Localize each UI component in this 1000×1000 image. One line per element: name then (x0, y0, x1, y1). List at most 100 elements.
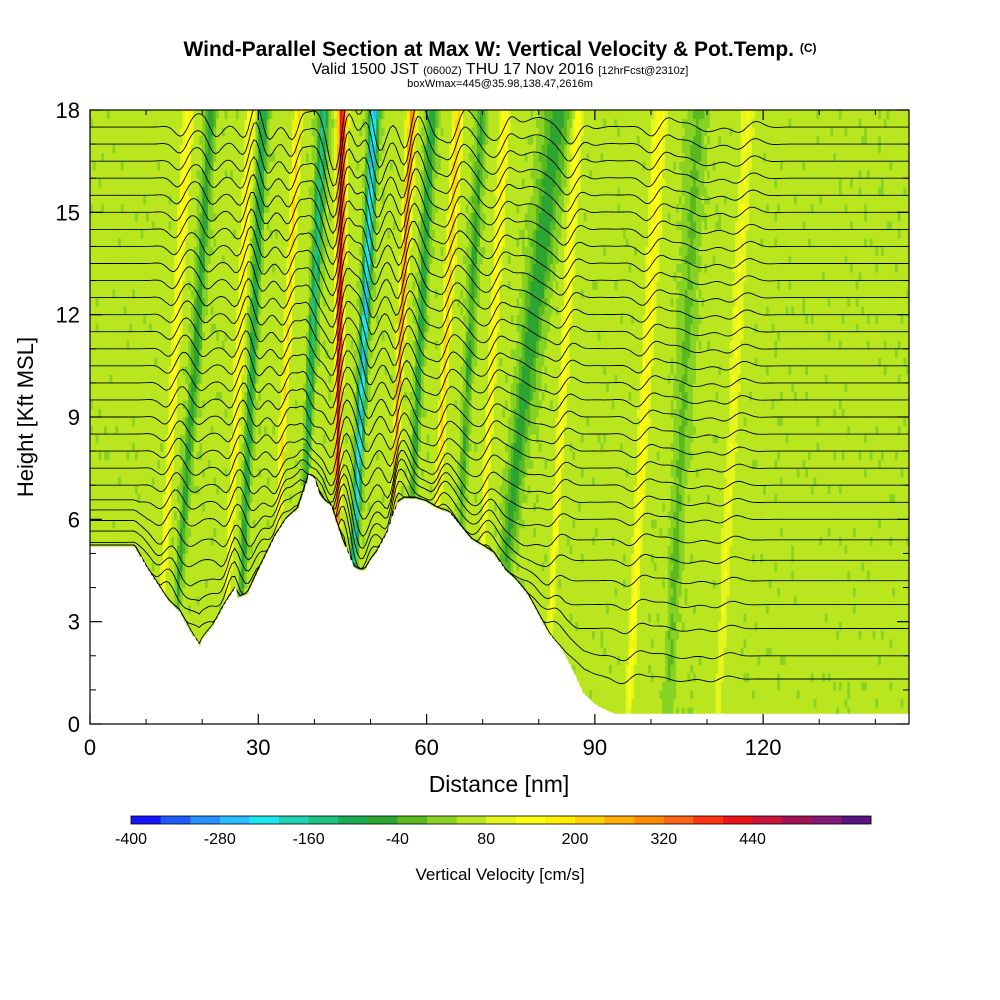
velocity-cell (749, 399, 753, 724)
velocity-cell (502, 110, 506, 120)
velocity-cell (533, 263, 537, 358)
velocity-cell (648, 110, 652, 188)
colorbar-swatch (397, 816, 428, 824)
velocity-cell (342, 152, 346, 196)
velocity-cell (182, 434, 186, 461)
velocity-cell (252, 110, 257, 120)
velocity-cell (373, 195, 377, 205)
velocity-cell (552, 186, 557, 230)
colorbar-swatch (782, 816, 813, 824)
velocity-cell (482, 246, 487, 256)
velocity-cell (690, 672, 694, 691)
velocity-cell (735, 434, 739, 444)
velocity-cell (370, 348, 374, 358)
velocity-cell (555, 289, 559, 307)
velocity-cell (566, 331, 571, 384)
velocity-cell (695, 476, 700, 724)
velocity-cell (294, 459, 299, 469)
colorbar-swatch (131, 816, 161, 824)
velocity-cell (286, 272, 290, 290)
velocity-cell (188, 203, 192, 282)
velocity-cell (510, 348, 515, 358)
velocity-cell (656, 135, 660, 145)
velocity-cell (179, 570, 184, 580)
velocity-cell (418, 280, 422, 316)
velocity-cell (224, 331, 229, 341)
velocity-cell (359, 493, 363, 512)
velocity-cell (704, 263, 708, 273)
velocity-cell (474, 493, 478, 503)
colorbar-frame (130, 815, 872, 825)
velocity-cell (460, 110, 464, 128)
velocity-cell (353, 536, 358, 563)
velocity-cell (179, 135, 184, 145)
velocity-cell (468, 263, 473, 324)
velocity-cell (258, 399, 262, 427)
velocity-cell (566, 118, 571, 145)
velocity-cell (460, 306, 464, 316)
velocity-cell (827, 681, 832, 724)
colorbar-tick-label: 80 (477, 831, 495, 848)
velocity-cell (650, 647, 655, 674)
velocity-cell (768, 579, 773, 589)
velocity-cell (679, 621, 683, 724)
velocity-cell (443, 297, 447, 324)
velocity-cell (477, 169, 481, 205)
velocity-cell (653, 527, 658, 563)
velocity-cell (392, 220, 397, 230)
velocity-cell (527, 306, 531, 401)
velocity-cell (235, 468, 240, 589)
velocity-cell (134, 451, 139, 461)
velocity-cell (190, 289, 195, 299)
velocity-cell (690, 161, 694, 171)
velocity-cell (642, 476, 646, 512)
velocity-cell (202, 510, 206, 724)
velocity-cell (662, 186, 666, 503)
velocity-cell (894, 357, 899, 452)
velocity-cell (740, 220, 745, 239)
velocity-cell (572, 237, 576, 282)
velocity-cell (406, 280, 411, 290)
velocity-cell (580, 297, 585, 435)
velocity-cell (95, 110, 100, 299)
velocity-cell (836, 638, 840, 708)
velocity-cell (650, 110, 655, 120)
velocity-cell (614, 289, 618, 375)
velocity-cell (805, 476, 809, 724)
velocity-cell (286, 110, 290, 248)
velocity-cell (289, 254, 293, 265)
velocity-cell (631, 698, 635, 724)
velocity-cell (336, 110, 341, 145)
velocity-cell (336, 502, 341, 520)
velocity-cell (594, 536, 599, 724)
velocity-cell (98, 178, 102, 188)
velocity-cell (749, 391, 753, 401)
colorbar-swatch (634, 816, 665, 824)
velocity-cell (771, 323, 775, 333)
velocity-cell (650, 272, 655, 282)
velocity-cell (838, 399, 843, 410)
velocity-cell (463, 340, 467, 401)
velocity-cell (611, 408, 616, 537)
velocity-cell (524, 289, 529, 333)
velocity-cell (188, 527, 192, 537)
velocity-cell (659, 527, 663, 537)
velocity-cell (356, 161, 360, 171)
velocity-cell (878, 468, 882, 520)
velocity-cell (723, 468, 728, 478)
velocity-cell (364, 365, 369, 384)
velocity-cell (356, 502, 360, 520)
velocity-cell (406, 485, 411, 495)
velocity-cell (779, 417, 784, 427)
velocity-cell (311, 408, 315, 435)
velocity-cell (126, 451, 130, 461)
velocity-cell (650, 280, 655, 333)
velocity-cell (129, 110, 133, 324)
velocity-cell (443, 408, 447, 427)
velocity-cell (322, 297, 327, 307)
velocity-cell (533, 502, 537, 512)
velocity-cell (841, 408, 846, 418)
velocity-cell (737, 331, 742, 375)
velocity-cell (541, 391, 545, 401)
velocity-cell (805, 468, 809, 478)
